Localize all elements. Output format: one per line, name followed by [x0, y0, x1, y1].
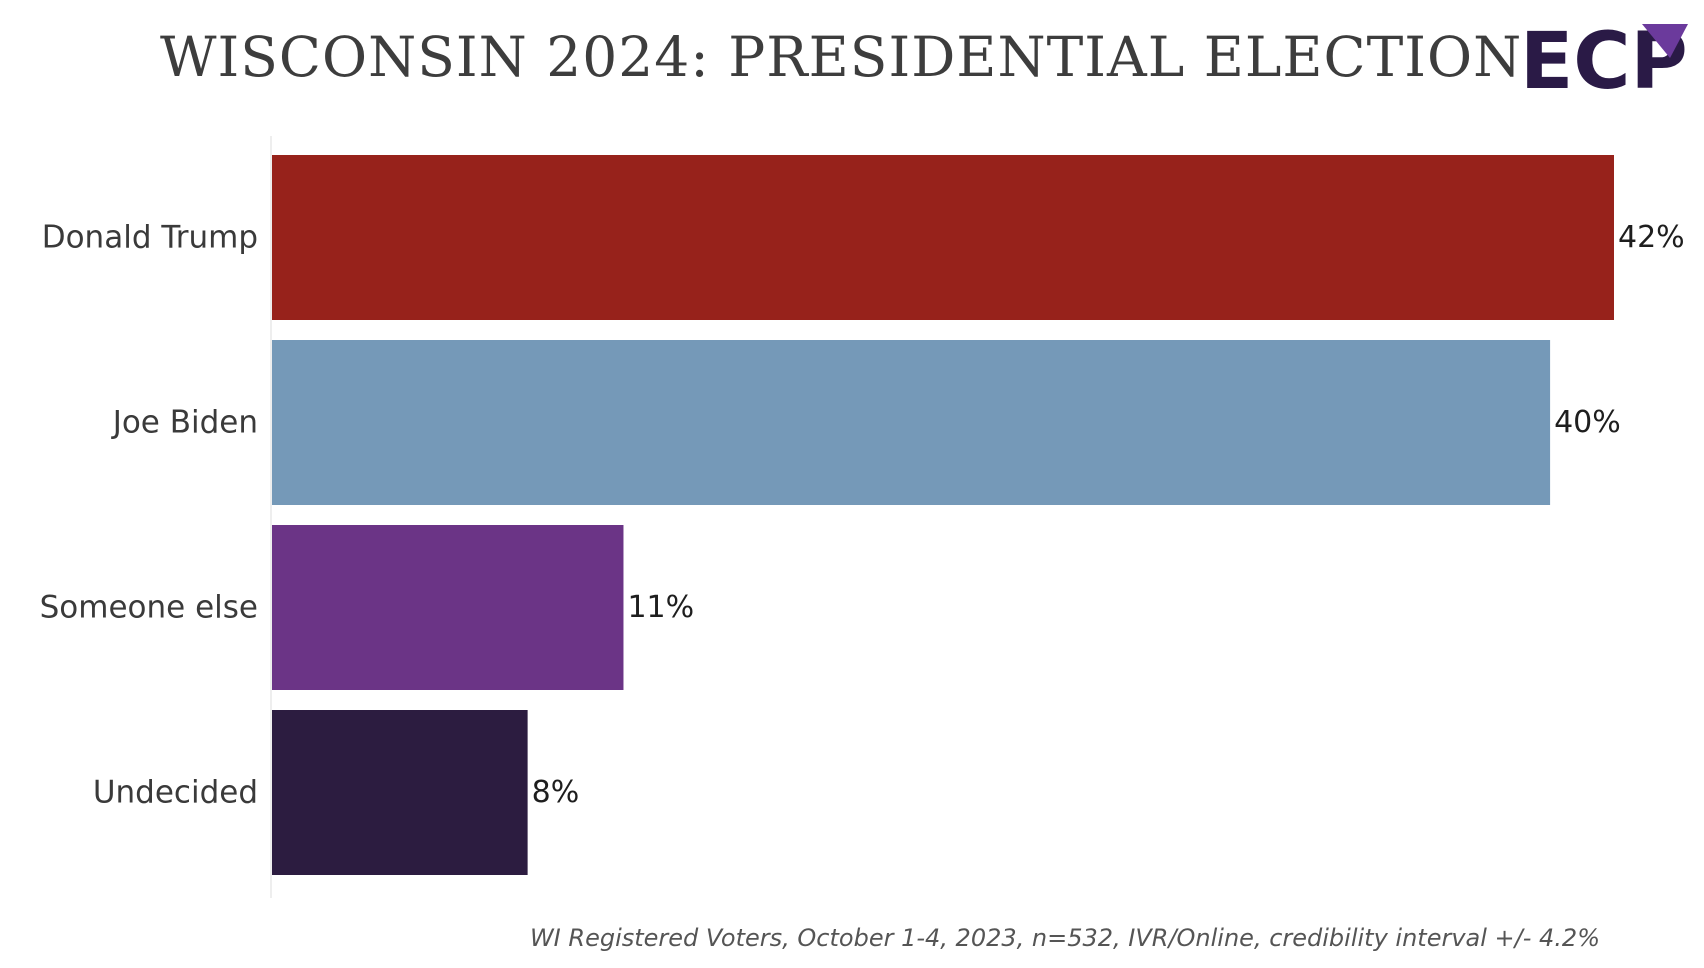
bar-undecided [272, 710, 528, 875]
bars-group: Donald Trump 42% Joe Biden 40% Someone else 1… [40, 155, 1685, 875]
logo-check-mark [1642, 24, 1688, 58]
value-label-donald-trump: 42% [1618, 220, 1685, 255]
value-label-someone-else: 11% [627, 590, 694, 625]
category-label-someone-else: Someone else [40, 590, 258, 626]
value-label-undecided: 8% [532, 775, 580, 810]
bar-joe-biden [272, 340, 1551, 505]
bar-someone-else [272, 525, 624, 690]
value-label-joe-biden: 40% [1554, 405, 1621, 440]
bar-donald-trump [272, 155, 1614, 320]
ecp-logo: ECP [1520, 17, 1690, 107]
category-label-undecided: Undecided [93, 775, 258, 811]
category-label-joe-biden: Joe Biden [111, 405, 258, 441]
footnote: WI Registered Voters, October 1-4, 2023,… [529, 924, 1600, 952]
chart-title: WISCONSIN 2024: PRESIDENTIAL ELECTION [160, 25, 1523, 89]
category-label-donald-trump: Donald Trump [42, 220, 258, 256]
